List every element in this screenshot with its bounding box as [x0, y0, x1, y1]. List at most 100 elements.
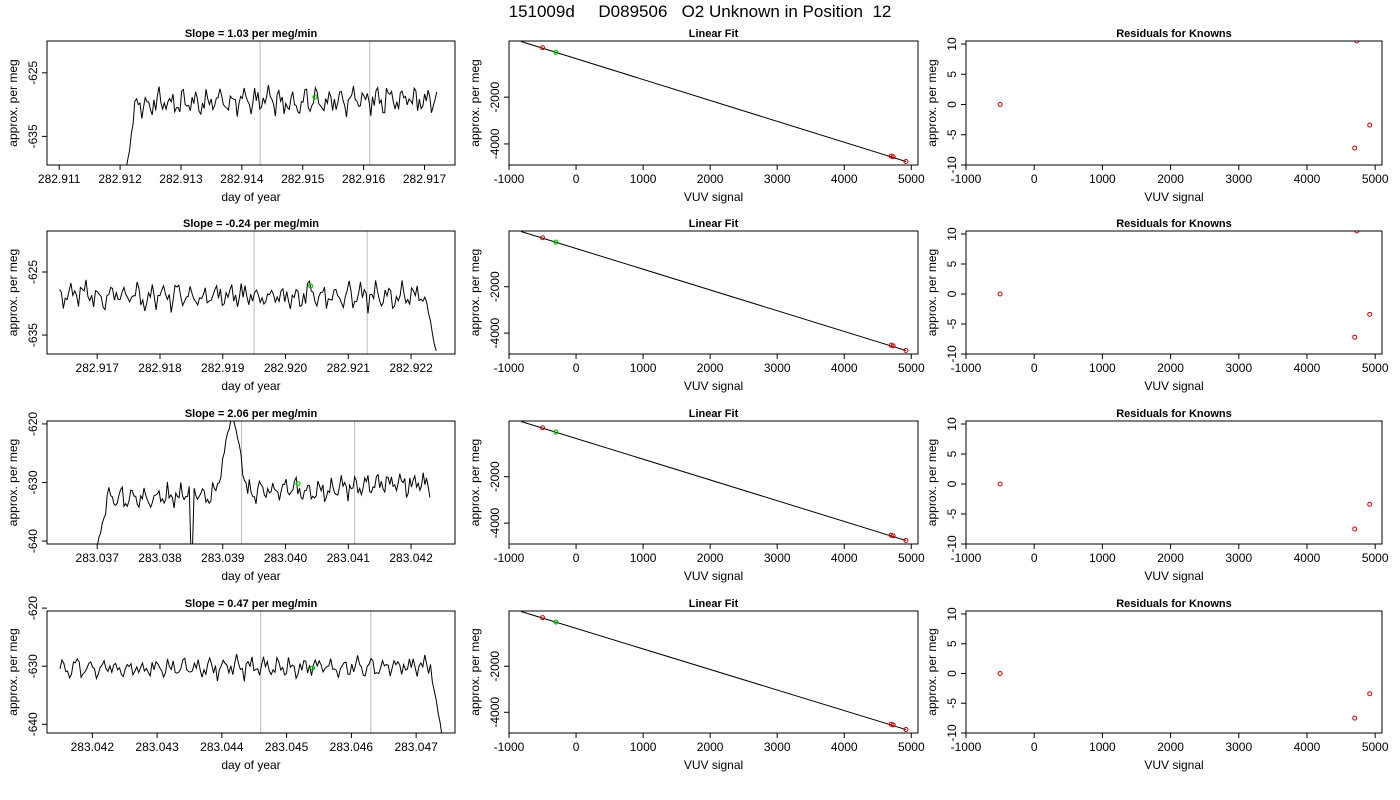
unknown-point — [553, 49, 559, 55]
plot-frame — [46, 420, 456, 545]
residual-point — [1354, 41, 1360, 44]
y-tick-label: 0 — [945, 670, 959, 677]
x-tick-label: 3000 — [1225, 740, 1252, 754]
panel-line-row3: Slope = 0.47 per meg/min day of year appro… — [6, 596, 456, 772]
x-tick-label: 0 — [1031, 551, 1038, 565]
y-axis-label: approx. per meg — [925, 439, 939, 526]
x-tick-label: 4000 — [831, 551, 858, 565]
x-tick-label: 283.043 — [135, 740, 179, 754]
data-trace — [97, 421, 431, 544]
x-tick-label: 1000 — [1089, 361, 1116, 375]
plot-area — [97, 421, 431, 544]
y-tick-label: -640 — [26, 712, 40, 736]
x-tick-label: 283.047 — [394, 740, 438, 754]
y-axis-label: approx. per meg — [468, 628, 482, 715]
x-tick-label: 282.912 — [98, 172, 142, 186]
x-tick-label: 283.045 — [265, 740, 309, 754]
x-tick-label: 2000 — [1157, 740, 1184, 754]
x-tick-label: 4000 — [831, 172, 858, 186]
y-axis-label: approx. per meg — [925, 628, 939, 715]
x-tick-label: 0 — [573, 172, 580, 186]
plot-area — [997, 481, 1373, 532]
y-axis-label: approx. per meg — [925, 59, 939, 146]
x-tick-label: 4000 — [1294, 551, 1321, 565]
plot-frame — [508, 230, 919, 355]
x-tick-label: 283.038 — [138, 551, 182, 565]
x-tick-label: 4000 — [1294, 740, 1321, 754]
unknown-point — [553, 429, 559, 435]
y-axis-label: approx. per meg — [468, 439, 482, 526]
y-tick-label: 0 — [945, 290, 959, 297]
x-tick-label: 283.044 — [200, 740, 244, 754]
y-tick-label: 5 — [945, 640, 959, 647]
y-tick-label: -10 — [945, 156, 959, 174]
y-axis-label: approx. per meg — [468, 249, 482, 336]
panel-title: Linear Fit — [689, 408, 739, 420]
fit-line — [520, 611, 907, 731]
panel-title: Slope = -0.24 per meg/min — [183, 218, 319, 230]
plot-frame — [965, 40, 1383, 166]
panel-title: Residuals for Knowns — [1116, 218, 1232, 230]
residual-point — [1354, 231, 1360, 234]
x-tick-label: 5000 — [898, 551, 925, 565]
x-tick-label: -1000 — [951, 172, 982, 186]
unknown-point — [553, 619, 559, 625]
plot-frame — [508, 610, 919, 734]
panel-scatter_line-row1: Linear Fit VUV signal approx. per meg -1000… — [468, 218, 925, 393]
x-tick-label: 1000 — [1089, 551, 1116, 565]
residual-point — [1352, 715, 1358, 721]
y-tick-label: -5 — [945, 129, 959, 140]
y-tick-label: -625 — [26, 260, 40, 284]
x-tick-label: 283.042 — [71, 740, 115, 754]
fit-line — [520, 421, 907, 541]
panel-line-row2: Slope = 2.06 per meg/min day of year appro… — [6, 408, 456, 583]
panel-scatter-row2: Residuals for Knowns VUV signal approx. pe… — [925, 408, 1389, 583]
y-tick-label: -2000 — [488, 81, 502, 112]
x-tick-label: 3000 — [764, 361, 791, 375]
y-tick-label: -4000 — [488, 507, 502, 538]
known-point — [903, 727, 909, 733]
y-tick-label: -10 — [945, 535, 959, 553]
x-axis-label: VUV signal — [684, 758, 743, 772]
x-tick-label: 5000 — [1362, 361, 1389, 375]
x-tick-label: 2000 — [1157, 361, 1184, 375]
y-tick-label: -635 — [26, 124, 40, 148]
y-tick-label: 10 — [945, 417, 959, 431]
y-tick-label: -625 — [26, 60, 40, 84]
x-tick-label: 4000 — [1294, 172, 1321, 186]
x-axis-label: VUV signal — [684, 569, 743, 583]
panel-title: Linear Fit — [689, 218, 739, 230]
fit-line — [520, 231, 907, 351]
x-tick-label: 283.039 — [201, 551, 245, 565]
y-tick-label: 0 — [945, 480, 959, 487]
y-tick-label: -5 — [945, 318, 959, 329]
x-tick-label: 282.914 — [220, 172, 264, 186]
x-tick-label: 282.917 — [403, 172, 447, 186]
x-tick-label: 283.046 — [330, 740, 374, 754]
x-tick-label: -1000 — [494, 551, 525, 565]
x-tick-label: 283.041 — [327, 551, 371, 565]
x-axis-label: VUV signal — [1144, 379, 1203, 393]
x-tick-label: 1000 — [1089, 740, 1116, 754]
data-trace — [59, 279, 437, 351]
panel-title: Residuals for Knowns — [1116, 28, 1232, 40]
y-tick-label: 5 — [945, 71, 959, 78]
x-tick-label: 4000 — [831, 740, 858, 754]
x-tick-label: 0 — [1031, 740, 1038, 754]
x-tick-label: -1000 — [494, 740, 525, 754]
plot-area — [126, 41, 438, 165]
x-tick-label: 282.921 — [327, 361, 371, 375]
x-tick-label: 1000 — [630, 172, 657, 186]
residual-point — [1352, 145, 1358, 151]
x-tick-label: 283.042 — [389, 551, 433, 565]
data-trace — [59, 653, 443, 733]
x-tick-label: 282.920 — [264, 361, 308, 375]
known-point — [903, 538, 909, 544]
residual-point — [1352, 334, 1358, 340]
known-point — [540, 235, 546, 241]
y-axis-label: approx. per meg — [468, 59, 482, 146]
plot-frame — [965, 230, 1383, 355]
x-tick-label: -1000 — [951, 361, 982, 375]
y-tick-label: -640 — [26, 529, 40, 553]
